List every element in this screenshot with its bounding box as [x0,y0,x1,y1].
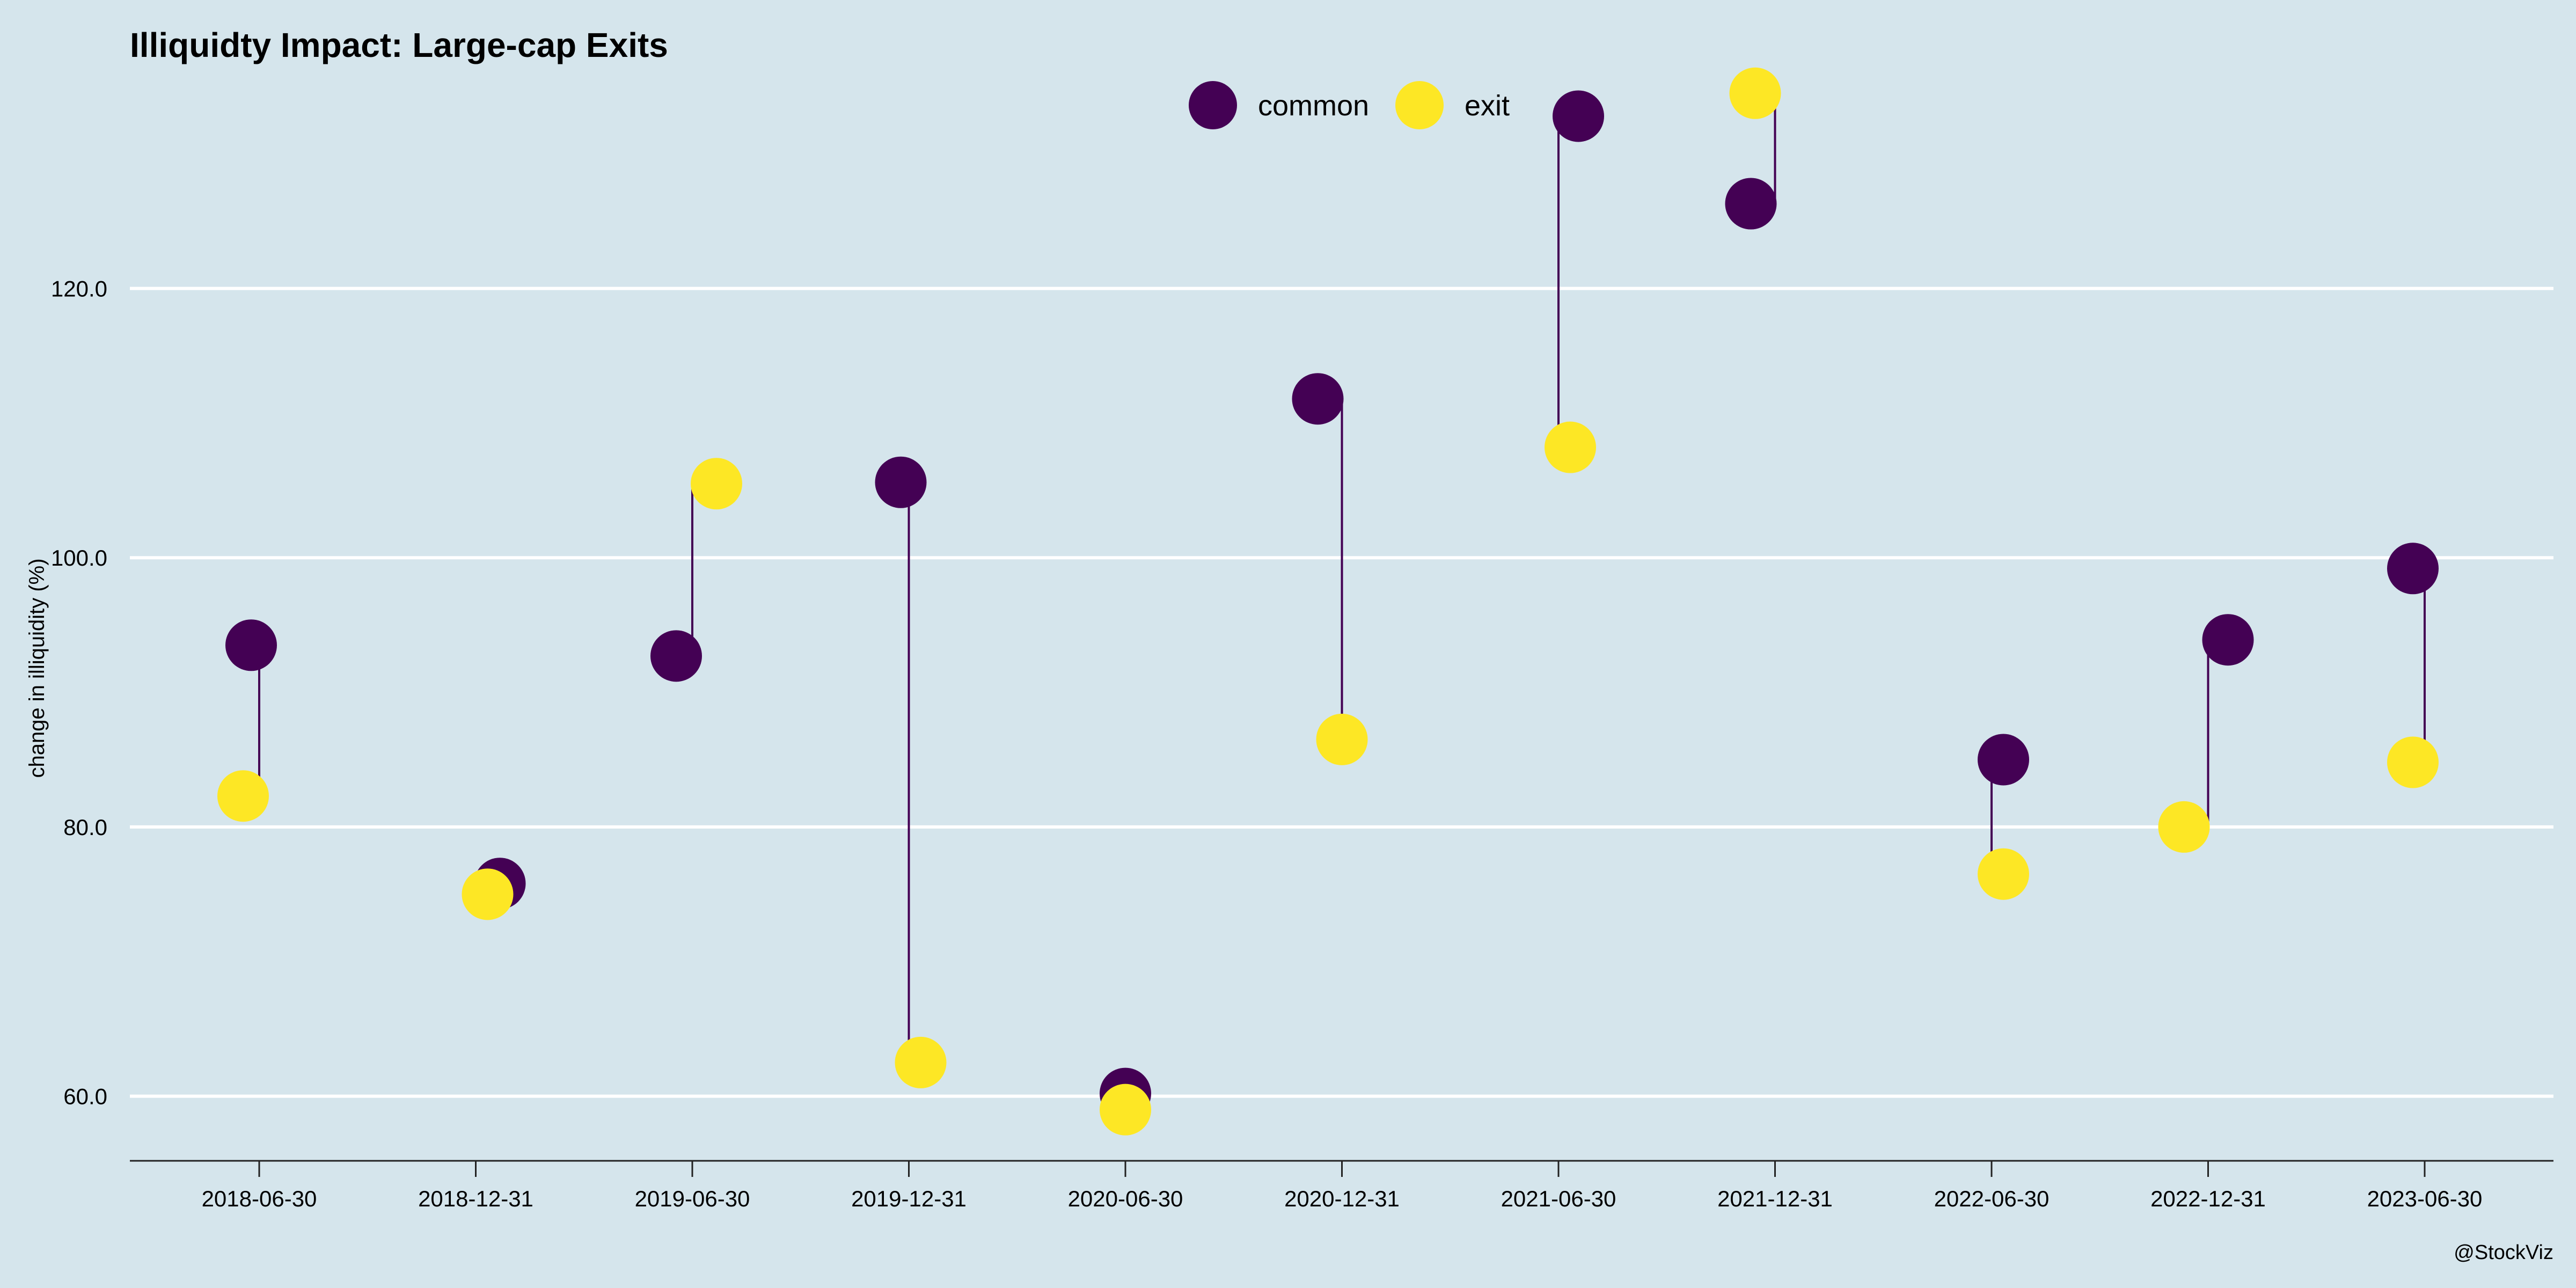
point-common [1978,734,2029,786]
x-tick-label: 2019-06-30 [635,1186,750,1211]
legend: common exit [1189,81,1510,129]
point-exit [1316,713,1368,765]
y-axis-label: change in illiquidity (%) [25,558,49,778]
x-tick-label: 2021-12-31 [1717,1186,1833,1211]
y-axis-ticks: 60.0 80.0 100.0 120.0 [51,276,107,1109]
x-tick-label: 2018-06-30 [202,1186,317,1211]
point-exit [1545,421,1596,473]
point-exit [1978,848,2029,900]
point-common [875,456,927,508]
chart-title: Illiquidty Impact: Large-cap Exits [130,26,668,64]
point-exit [691,458,742,510]
point-exit [1100,1084,1151,1136]
x-axis-ticks: 2018-06-30 2018-12-31 2019-06-30 2019-12-31… [202,1161,2483,1211]
point-exit [217,770,269,822]
point-common [2387,543,2439,595]
data-points [217,67,2439,1136]
x-tick-label: 2020-06-30 [1068,1186,1183,1211]
caption: @StockViz [2454,1241,2553,1264]
point-exit [895,1036,947,1088]
point-exit [2158,801,2210,853]
y-tick-label: 100.0 [51,545,107,570]
x-tick-label: 2022-12-31 [2150,1186,2266,1211]
y-tick-label: 80.0 [63,815,107,840]
legend-swatch-common [1189,81,1237,129]
x-tick-label: 2022-06-30 [1934,1186,2050,1211]
point-common [225,619,277,671]
point-common [1725,178,1777,230]
point-common [1292,373,1344,425]
x-tick-label: 2023-06-30 [2367,1186,2483,1211]
legend-label-common: common [1258,90,1369,122]
point-common [1553,90,1604,142]
point-common [650,630,702,682]
y-tick-label: 120.0 [51,276,107,302]
legend-swatch-exit [1395,81,1444,129]
x-tick-label: 2019-12-31 [851,1186,967,1211]
x-tick-label: 2021-06-30 [1501,1186,1616,1211]
point-exit [462,868,514,920]
point-common [2202,614,2254,666]
point-exit [2387,736,2439,788]
x-tick-label: 2020-12-31 [1284,1186,1400,1211]
legend-label-exit: exit [1465,90,1510,122]
y-tick-label: 60.0 [63,1084,107,1109]
point-exit [1729,67,1781,119]
x-tick-label: 2018-12-31 [418,1186,533,1211]
